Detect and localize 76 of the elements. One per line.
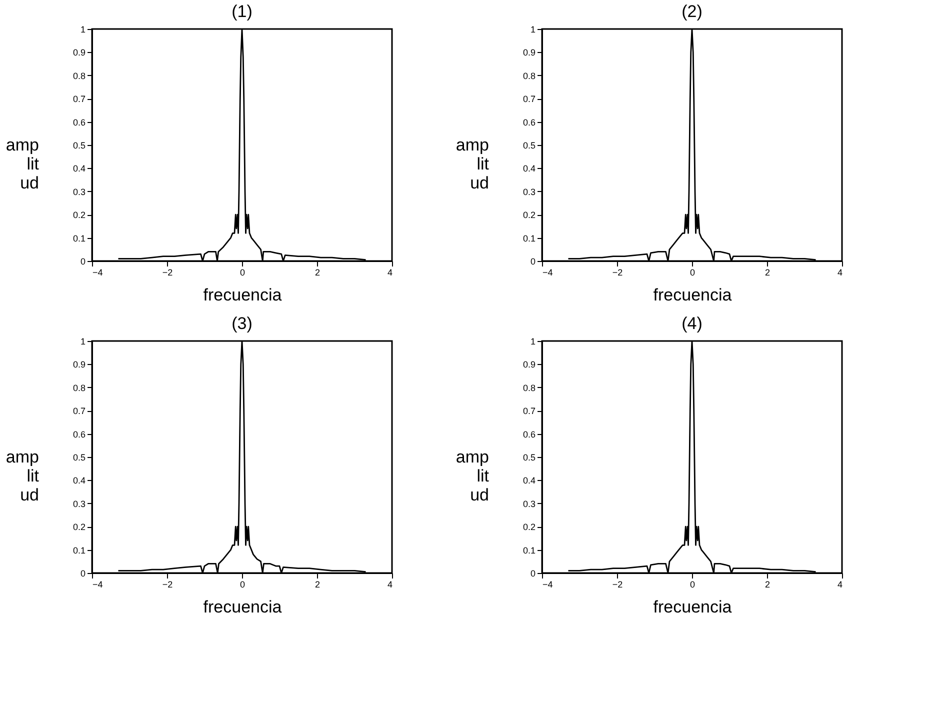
- y-tick-label: 0.1: [72, 233, 86, 244]
- x-tick-label: 4: [387, 580, 392, 590]
- y-tick-label: 0.1: [522, 545, 536, 556]
- y-tick-label: 0.7: [72, 94, 86, 104]
- chart-title: (4): [682, 314, 702, 333]
- y-tick-label: 0.9: [522, 360, 536, 370]
- x-axis-title: frecuencia: [653, 286, 732, 304]
- y-tick-label: 0.5: [522, 452, 536, 462]
- y-axis-title: amplitud: [6, 136, 40, 192]
- x-tick-label: 2: [314, 580, 320, 590]
- x-axis-title: frecuencia: [203, 286, 282, 304]
- y-tick-label: 0: [80, 256, 86, 266]
- x-tick-label: 0: [240, 580, 246, 590]
- x-tick-label: −2: [612, 580, 623, 590]
- chart-title: (2): [682, 2, 702, 21]
- x-tick-label: 0: [240, 268, 246, 278]
- x-axis-title: frecuencia: [203, 598, 282, 616]
- y-tick-label: 1: [80, 336, 86, 346]
- x-tick-label: 4: [837, 580, 842, 590]
- x-tick-label: −2: [162, 268, 173, 278]
- x-tick-label: 2: [314, 268, 320, 278]
- x-tick-label: 4: [387, 268, 392, 278]
- y-tick-label: 0.3: [72, 186, 86, 197]
- y-tick-label: 0.2: [522, 522, 536, 532]
- y-tick-label: 0.4: [522, 476, 536, 486]
- x-tick-label: 0: [690, 580, 696, 590]
- y-tick-label: 0.8: [522, 70, 536, 81]
- y-tick-label: 0.7: [72, 406, 86, 416]
- x-tick-label: 4: [837, 268, 842, 278]
- y-tick-label: 0.8: [72, 382, 86, 393]
- y-tick-label: 0.6: [522, 429, 536, 440]
- y-tick-label: 1: [530, 24, 536, 34]
- y-tick-label: 1: [80, 24, 86, 34]
- x-tick-label: 2: [764, 580, 770, 590]
- y-tick-label: 0: [530, 568, 536, 578]
- y-tick-label: 0.7: [522, 94, 536, 104]
- y-tick-label: 0.9: [72, 48, 86, 58]
- y-tick-label: 0.8: [522, 382, 536, 393]
- x-tick-label: 0: [690, 268, 696, 278]
- chart-title: (3): [232, 314, 252, 333]
- x-tick-label: −4: [542, 580, 553, 590]
- x-tick-label: −2: [162, 580, 173, 590]
- y-axis-title: amplitud: [6, 448, 40, 504]
- y-tick-label: 0.5: [72, 452, 86, 462]
- y-tick-label: 0.3: [522, 498, 536, 509]
- y-tick-label: 1: [530, 336, 536, 346]
- y-tick-label: 0: [80, 568, 86, 578]
- y-tick-label: 0.2: [72, 522, 86, 532]
- x-axis-title: frecuencia: [653, 598, 732, 616]
- y-tick-label: 0.7: [522, 406, 536, 416]
- y-tick-label: 0.5: [72, 140, 86, 150]
- y-tick-label: 0.6: [72, 429, 86, 440]
- y-tick-label: 0.6: [522, 117, 536, 128]
- y-tick-label: 0.1: [522, 233, 536, 244]
- y-tick-label: 0.3: [522, 186, 536, 197]
- y-tick-label: 0.6: [72, 117, 86, 128]
- y-tick-label: 0.4: [522, 164, 536, 174]
- y-tick-label: 0.2: [72, 210, 86, 220]
- y-axis-title: amplitud: [456, 448, 490, 504]
- y-tick-label: 0.9: [72, 360, 86, 370]
- y-tick-label: 0.9: [522, 48, 536, 58]
- x-tick-label: −4: [92, 580, 103, 590]
- y-tick-label: 0.1: [72, 545, 86, 556]
- y-tick-label: 0.3: [72, 498, 86, 509]
- y-tick-label: 0.4: [72, 164, 86, 174]
- y-tick-label: 0: [530, 256, 536, 266]
- y-tick-label: 0.5: [522, 140, 536, 150]
- y-tick-label: 0.8: [72, 70, 86, 81]
- x-tick-label: −2: [612, 268, 623, 278]
- y-tick-label: 0.2: [522, 210, 536, 220]
- x-tick-label: −4: [542, 268, 553, 278]
- y-tick-label: 0.4: [72, 476, 86, 486]
- chart-title: (1): [232, 2, 252, 21]
- y-axis-title: amplitud: [456, 136, 490, 192]
- x-tick-label: −4: [92, 268, 103, 278]
- x-tick-label: 2: [764, 268, 770, 278]
